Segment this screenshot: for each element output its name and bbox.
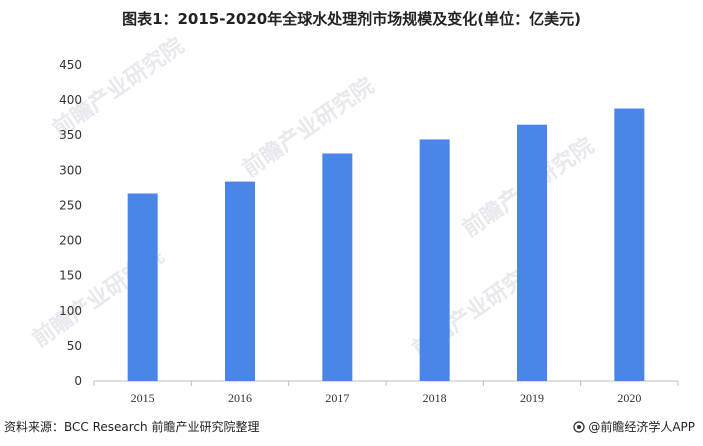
x-tick-label: 2016 — [228, 391, 252, 405]
bar — [322, 153, 353, 381]
y-tick-label: 0 — [74, 374, 82, 388]
source-note: 资料来源：BCC Research 前瞻产业研究院整理 — [4, 420, 260, 434]
bar — [419, 139, 450, 381]
bar — [517, 124, 547, 381]
y-tick-label: 350 — [59, 128, 82, 142]
brand-label: @前瞻经济学人APP — [573, 418, 695, 435]
y-tick-label: 150 — [59, 269, 82, 283]
y-tick-label: 100 — [59, 304, 82, 318]
bar — [614, 108, 645, 381]
x-tick-label: 2018 — [423, 391, 447, 405]
x-tick-label: 2017 — [325, 391, 349, 405]
brand-logo-icon — [573, 420, 585, 433]
x-tick-label: 2020 — [617, 391, 641, 405]
bar — [127, 193, 158, 381]
brand-text: @前瞻经济学人APP — [588, 420, 695, 434]
bar — [225, 181, 255, 381]
y-tick-label: 250 — [59, 198, 82, 212]
x-tick-label: 2015 — [131, 391, 155, 405]
chart-title: 图表1：2015-2020年全球水处理剂市场规模及变化(单位：亿美元) — [122, 10, 581, 28]
y-tick-label: 50 — [67, 339, 82, 353]
x-tick-label: 2019 — [520, 391, 544, 405]
y-tick-label: 200 — [59, 234, 82, 248]
y-tick-label: 300 — [59, 163, 82, 177]
y-tick-label: 450 — [59, 58, 82, 72]
y-tick-label: 400 — [59, 93, 82, 107]
